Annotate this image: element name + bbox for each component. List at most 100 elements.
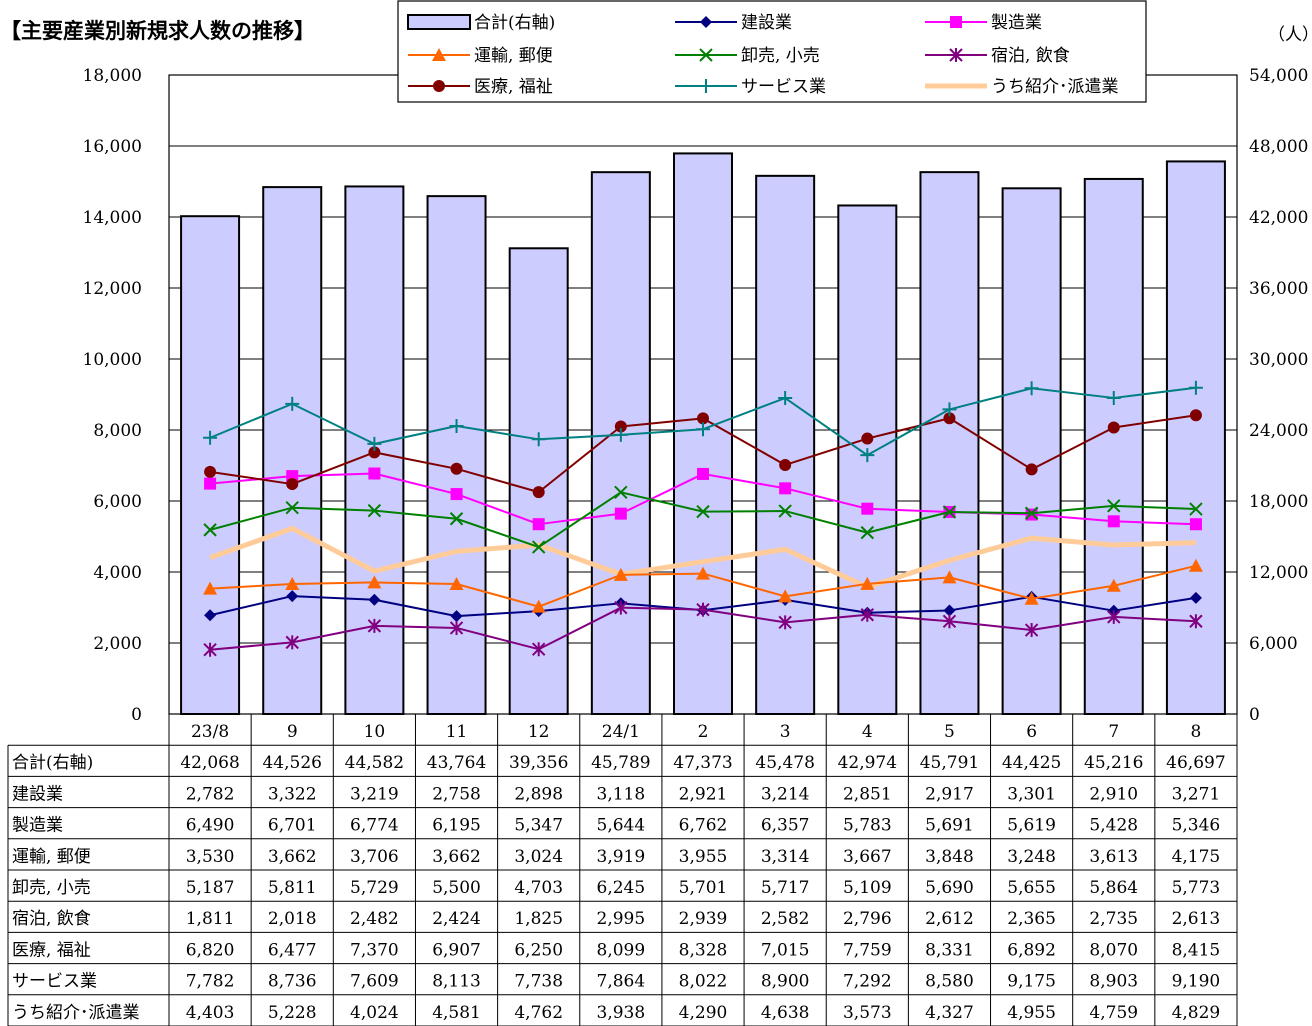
table-cell: 2,582 (761, 909, 810, 929)
table-cell: 8,070 (1089, 940, 1138, 960)
legend-marker (432, 48, 446, 61)
series-6-point (696, 422, 710, 437)
series-2-point (203, 581, 218, 595)
table-cell: 8,331 (925, 940, 974, 960)
category-label: 2 (698, 722, 709, 742)
category-label: 11 (446, 722, 468, 742)
right-axis-tick-label: 18,000 (1249, 492, 1308, 512)
table-cell: 2,365 (1007, 909, 1056, 929)
series-3-point (449, 512, 464, 526)
series-1-point (532, 518, 545, 531)
legend-marker (950, 16, 962, 28)
table-cell: 8,580 (925, 972, 974, 992)
table-cell: 2,612 (925, 909, 974, 929)
table-cell: 7,782 (186, 972, 235, 992)
legend-marker (433, 80, 445, 92)
table-cell: 3,662 (432, 847, 481, 867)
series-2-point (1024, 591, 1039, 605)
series-1-point (368, 467, 381, 480)
table-cell: 5,864 (1089, 878, 1138, 898)
table-cell: 5,500 (432, 878, 481, 898)
legend-marker (700, 16, 712, 28)
series-0-point (368, 593, 381, 606)
left-axis-tick-label: 0 (131, 705, 142, 725)
table-row-label: うち紹介･派遣業 (12, 1003, 140, 1023)
bar (180, 215, 241, 715)
table-cell: 3,919 (597, 847, 646, 867)
table-cell: 1,825 (514, 909, 563, 929)
table-row-label: 合計(右軸) (12, 753, 93, 773)
series-3-point (860, 525, 875, 540)
bar (262, 186, 323, 715)
table-cell: 6,701 (268, 816, 317, 836)
right-axis-tick-label: 36,000 (1249, 279, 1308, 299)
table-cell: 8,022 (679, 972, 728, 992)
series-4-point (1107, 609, 1121, 624)
series-2-point (860, 576, 875, 590)
table-cell: 4,829 (1172, 1003, 1221, 1023)
right-axis-tick-label: 30,000 (1249, 350, 1308, 370)
series-5-point (1189, 409, 1202, 422)
series-6-point (778, 391, 793, 406)
table-cell: 2,910 (1089, 784, 1138, 804)
table-cell: 6,892 (1007, 940, 1056, 960)
table-cell: 5,347 (514, 816, 563, 836)
series-4-point (696, 602, 710, 617)
table-cell: 5,187 (186, 878, 235, 898)
table-row-label: 医療, 福祉 (12, 940, 91, 960)
series-5-point (943, 412, 956, 425)
series-5-point (532, 486, 545, 499)
table-cell: 8,328 (679, 940, 728, 960)
left-axis-tick-label: 2,000 (93, 634, 142, 654)
chart-title: 【主要産業別新規求人数の推移】 (0, 18, 315, 43)
category-label: 3 (780, 722, 791, 742)
table-cell: 3,219 (350, 784, 399, 804)
table-cell: 7,738 (514, 972, 563, 992)
table-cell: 5,619 (1007, 816, 1056, 836)
series-4-point (285, 635, 299, 650)
series-4-point (203, 642, 217, 657)
table-cell: 5,346 (1172, 816, 1221, 836)
table-cell: 3,248 (1007, 847, 1056, 867)
series-1-point (204, 477, 217, 490)
series-3-point (285, 501, 299, 515)
table-cell: 4,024 (350, 1003, 399, 1023)
series-5-point (286, 478, 299, 491)
series-6-point (449, 418, 464, 433)
bar (755, 174, 816, 715)
legend-label: 卸売, 小売 (741, 46, 820, 66)
table-cell: 5,773 (1172, 878, 1221, 898)
left-axis-tick-label: 8,000 (93, 421, 142, 441)
table-cell: 5,729 (350, 878, 399, 898)
unit-label: （人） (1268, 25, 1312, 45)
table-cell: 4,762 (514, 1003, 563, 1023)
table-cell: 4,175 (1172, 847, 1221, 867)
series-4-point (778, 615, 792, 630)
series-5-point (861, 432, 874, 445)
left-axis-tick-label: 6,000 (93, 492, 142, 512)
table-cell: 4,638 (761, 1003, 810, 1023)
series-6-point (1188, 380, 1203, 395)
table-cell: 3,573 (843, 1003, 892, 1023)
legend-label: 合計(右軸) (474, 13, 555, 33)
left-axis-tick-label: 14,000 (83, 208, 142, 228)
table-cell: 3,301 (1007, 784, 1056, 804)
table-cell: 2,921 (679, 784, 728, 804)
table-cell: 2,735 (1089, 909, 1138, 929)
right-axis-tick-label: 42,000 (1249, 208, 1308, 228)
table-cell: 45,478 (755, 753, 814, 773)
series-6-point (203, 430, 218, 445)
bar (919, 171, 980, 715)
table-cell: 45,791 (920, 753, 979, 773)
table-row-label: サービス業 (12, 972, 97, 992)
series-2-point (942, 570, 957, 584)
series-0-point (286, 590, 299, 603)
table-cell: 5,783 (843, 816, 892, 836)
series-4-point (449, 620, 464, 635)
table-cell: 2,917 (925, 784, 974, 804)
table-cell: 4,403 (186, 1003, 235, 1023)
legend-marker (699, 79, 713, 93)
series-2-point (1106, 578, 1121, 592)
table-cell: 2,796 (843, 909, 892, 929)
